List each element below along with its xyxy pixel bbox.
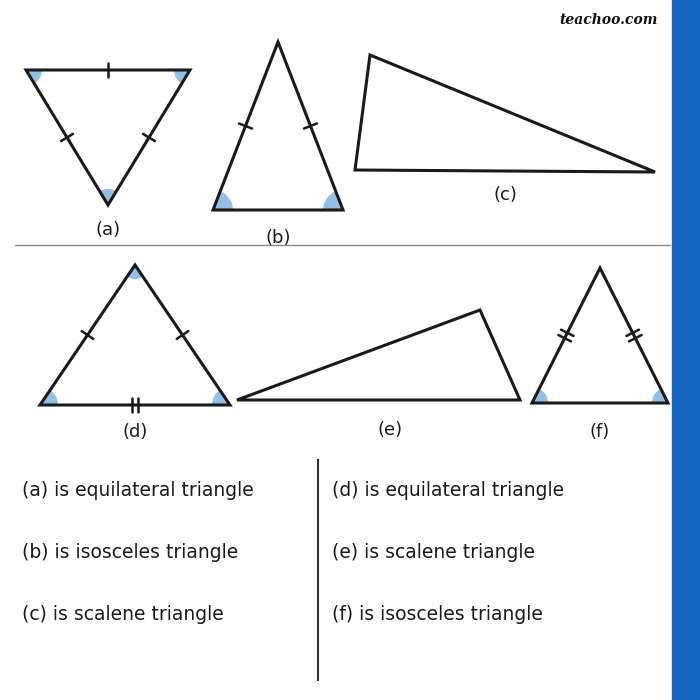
- Wedge shape: [26, 70, 42, 84]
- Text: (c) is scalene triangle: (c) is scalene triangle: [22, 605, 224, 624]
- Wedge shape: [652, 389, 668, 403]
- Wedge shape: [323, 191, 343, 210]
- Text: (b): (b): [265, 229, 290, 247]
- Text: (d): (d): [122, 423, 148, 441]
- Text: (b) is isosceles triangle: (b) is isosceles triangle: [22, 542, 238, 561]
- Text: (d) is equilateral triangle: (d) is equilateral triangle: [332, 480, 564, 500]
- Wedge shape: [213, 191, 233, 210]
- Wedge shape: [127, 265, 143, 279]
- Text: (e): (e): [377, 421, 402, 439]
- Wedge shape: [99, 189, 116, 205]
- Wedge shape: [212, 390, 230, 405]
- Wedge shape: [174, 70, 190, 84]
- Text: (e) is scalene triangle: (e) is scalene triangle: [332, 542, 535, 561]
- Wedge shape: [40, 390, 58, 405]
- Text: (f): (f): [590, 423, 610, 441]
- Wedge shape: [532, 389, 548, 403]
- Text: (f) is isosceles triangle: (f) is isosceles triangle: [332, 605, 543, 624]
- Text: (c): (c): [493, 186, 517, 204]
- Text: (a) is equilateral triangle: (a) is equilateral triangle: [22, 480, 253, 500]
- Bar: [672, 0, 700, 700]
- Text: (a): (a): [95, 221, 120, 239]
- Text: teachoo.com: teachoo.com: [559, 13, 658, 27]
